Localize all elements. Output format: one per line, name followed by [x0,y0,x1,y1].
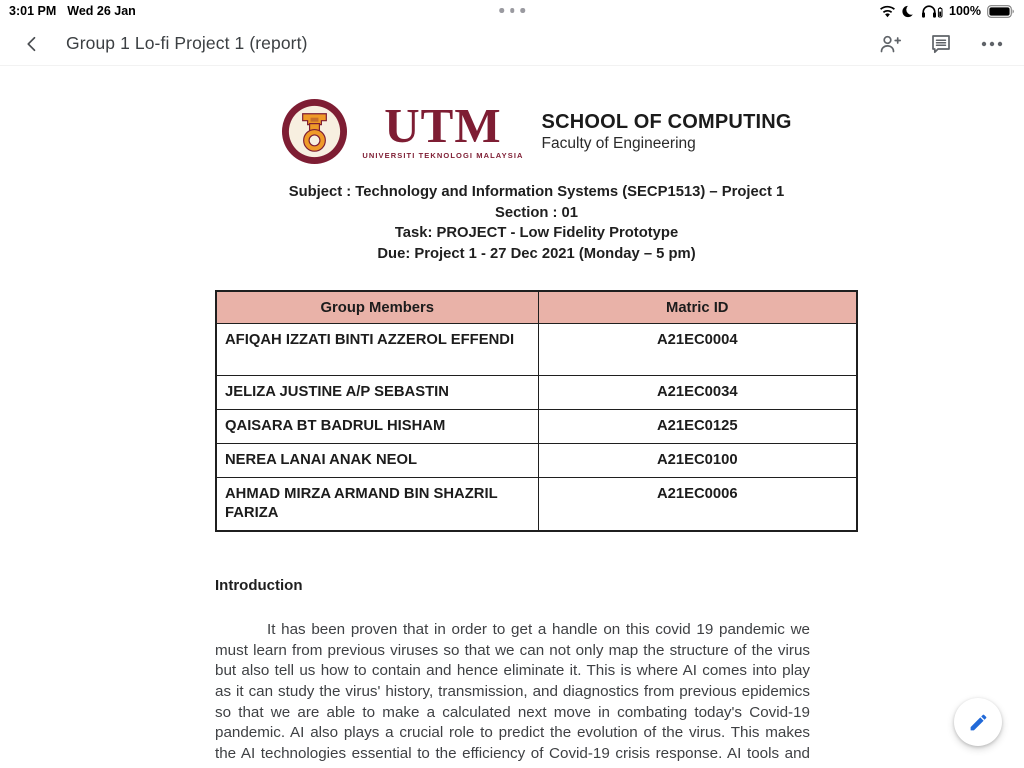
group-members-table: Group Members Matric ID AFIQAH IZZATI BI… [215,290,858,532]
battery-icon [987,4,1015,18]
edit-fab-button[interactable] [954,698,1002,746]
clock-date: Wed 26 Jan [67,4,136,18]
clock-time: 3:01 PM [9,4,57,18]
nav-bar: Group 1 Lo-fi Project 1 (report) [0,22,1024,66]
member-matric-id: A21EC0125 [537,408,858,444]
headphones-icon [921,4,943,18]
battery-percent-label: 100% [949,4,981,18]
table-row: NEREA LANAI ANAK NEOL A21EC0100 [215,442,858,478]
status-bar: 3:01 PM Wed 26 Jan [0,0,1024,22]
share-person-add-button[interactable] [878,32,902,56]
introduction-paragraph: It has been proven that in order to get … [215,620,810,768]
wifi-icon [879,5,896,18]
assignment-header: Subject : Technology and Information Sys… [215,182,858,264]
subject-line: Subject : Technology and Information Sys… [288,184,785,200]
task-line: Task: PROJECT - Low Fidelity Prototype [394,225,679,242]
table-row: JELIZA JUSTINE A/P SEBASTIN A21EC0034 [215,374,858,410]
pencil-icon [970,714,986,730]
multitasking-handle-icon[interactable] [499,8,525,13]
member-name: AHMAD MIRZA ARMAND BIN SHAZRIL FARIZA [215,476,539,532]
member-matric-id: A21EC0004 [537,322,858,376]
member-name: AFIQAH IZZATI BINTI AZZEROL EFFENDI [215,322,539,376]
comments-button[interactable] [929,32,953,56]
member-name: NEREA LANAI ANAK NEOL [215,442,539,478]
moon-icon [902,4,916,18]
document-page[interactable]: UTM UNIVERSITI TEKNOLOGI MALAYSIA SCHOOL… [0,66,1024,768]
more-options-button[interactable] [980,32,1004,56]
utm-logo: UTM UNIVERSITI TEKNOLOGI MALAYSIA SCHOOL… [215,98,858,165]
member-matric-id: A21EC0006 [537,476,858,532]
utm-seal-icon [282,98,348,165]
column-header-matric-id: Matric ID [537,290,858,324]
faculty-name: Faculty of Engineering [541,134,696,152]
utm-acronym: UTM [384,98,502,153]
introduction-heading: Introduction [215,576,303,594]
utm-university-name: UNIVERSITI TEKNOLOGI MALAYSIA [362,151,524,160]
column-header-group-members: Group Members [215,290,539,324]
school-name: SCHOOL OF COMPUTING [541,110,792,133]
table-row: AFIQAH IZZATI BINTI AZZEROL EFFENDI A21E… [215,322,858,376]
document-title: Group 1 Lo-fi Project 1 (report) [66,33,308,53]
table-row: QAISARA BT BADRUL HISHAM A21EC0125 [215,408,858,444]
back-button[interactable] [20,32,44,56]
table-row: AHMAD MIRZA ARMAND BIN SHAZRIL FARIZA A2… [215,476,858,532]
member-name: QAISARA BT BADRUL HISHAM [215,408,539,444]
member-matric-id: A21EC0034 [537,374,858,410]
section-line: Section : 01 [494,204,579,221]
member-matric-id: A21EC0100 [537,442,858,478]
table-header-row: Group Members Matric ID [215,290,858,324]
due-line: Due: Project 1 - 27 Dec 2021 (Monday – 5… [377,245,696,262]
member-name: JELIZA JUSTINE A/P SEBASTIN [215,374,539,410]
